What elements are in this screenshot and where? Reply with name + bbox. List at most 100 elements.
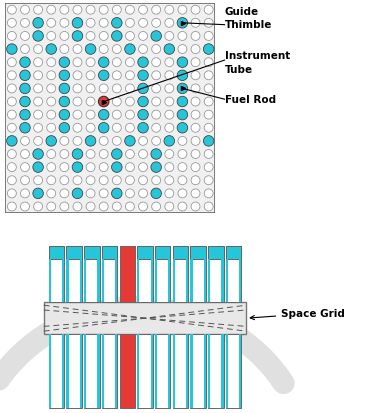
Circle shape	[191, 137, 200, 146]
Circle shape	[86, 19, 95, 28]
Bar	[226, 247, 241, 259]
Circle shape	[73, 45, 82, 55]
Circle shape	[20, 58, 30, 68]
Circle shape	[33, 189, 43, 199]
Bar	[190, 259, 192, 303]
Circle shape	[73, 124, 82, 133]
Bar	[67, 247, 82, 259]
Circle shape	[59, 71, 70, 81]
Circle shape	[60, 45, 69, 55]
Circle shape	[177, 110, 188, 121]
Circle shape	[177, 71, 188, 81]
Circle shape	[204, 6, 213, 15]
Circle shape	[191, 176, 200, 185]
Circle shape	[125, 85, 134, 94]
Circle shape	[191, 111, 200, 120]
Bar	[84, 247, 100, 259]
Text: Space Grid: Space Grid	[250, 309, 345, 320]
Bar	[221, 259, 223, 303]
Circle shape	[20, 32, 30, 41]
Circle shape	[7, 176, 16, 185]
Circle shape	[125, 32, 134, 41]
Circle shape	[165, 202, 174, 211]
Circle shape	[191, 163, 200, 172]
Circle shape	[139, 6, 148, 15]
Circle shape	[72, 162, 83, 173]
Circle shape	[60, 6, 69, 15]
Circle shape	[125, 45, 135, 55]
Circle shape	[152, 85, 161, 94]
Circle shape	[86, 85, 95, 94]
Bar	[84, 334, 86, 408]
Circle shape	[138, 110, 148, 121]
Circle shape	[204, 163, 213, 172]
Circle shape	[7, 32, 16, 41]
Circle shape	[99, 190, 108, 198]
Circle shape	[86, 59, 95, 67]
Circle shape	[20, 45, 30, 55]
Bar	[67, 247, 82, 303]
Circle shape	[86, 150, 95, 159]
Circle shape	[191, 32, 200, 41]
Circle shape	[59, 110, 70, 121]
Circle shape	[165, 6, 174, 15]
Circle shape	[34, 176, 43, 185]
Circle shape	[112, 137, 121, 146]
Circle shape	[165, 19, 174, 28]
Bar	[208, 247, 223, 303]
Circle shape	[73, 111, 82, 120]
Circle shape	[98, 71, 109, 81]
Circle shape	[177, 19, 188, 29]
Circle shape	[204, 150, 213, 159]
Text: Guide: Guide	[225, 7, 259, 17]
Circle shape	[86, 202, 95, 211]
Circle shape	[20, 97, 30, 107]
Circle shape	[47, 202, 56, 211]
Circle shape	[165, 32, 174, 41]
Circle shape	[204, 124, 213, 133]
Circle shape	[47, 124, 56, 133]
Circle shape	[34, 111, 43, 120]
Circle shape	[86, 190, 95, 198]
Circle shape	[165, 150, 174, 159]
Circle shape	[20, 123, 30, 134]
Circle shape	[178, 202, 187, 211]
Circle shape	[138, 123, 148, 134]
Bar	[137, 247, 153, 259]
Circle shape	[20, 190, 30, 198]
Circle shape	[47, 6, 56, 15]
Circle shape	[112, 6, 121, 15]
Circle shape	[47, 176, 56, 185]
Circle shape	[7, 6, 16, 15]
Circle shape	[125, 163, 134, 172]
Circle shape	[98, 123, 109, 134]
Circle shape	[60, 19, 69, 28]
Circle shape	[152, 72, 161, 81]
Bar	[102, 259, 104, 303]
Bar	[173, 334, 188, 408]
Circle shape	[73, 72, 82, 81]
Circle shape	[86, 32, 95, 41]
Circle shape	[99, 45, 108, 55]
Circle shape	[72, 189, 83, 199]
Circle shape	[152, 45, 161, 55]
Circle shape	[60, 176, 69, 185]
Circle shape	[178, 6, 187, 15]
Bar	[151, 259, 153, 303]
Circle shape	[112, 202, 121, 211]
Circle shape	[125, 136, 135, 147]
Bar	[190, 247, 206, 259]
Circle shape	[139, 163, 148, 172]
Circle shape	[20, 137, 30, 146]
Bar	[226, 334, 228, 408]
Circle shape	[204, 19, 213, 28]
Circle shape	[60, 190, 69, 198]
Circle shape	[7, 59, 16, 67]
Circle shape	[73, 59, 82, 67]
Circle shape	[47, 150, 56, 159]
Circle shape	[86, 6, 95, 15]
Circle shape	[7, 45, 17, 55]
Bar	[168, 259, 171, 303]
Circle shape	[112, 72, 121, 81]
Circle shape	[178, 45, 187, 55]
